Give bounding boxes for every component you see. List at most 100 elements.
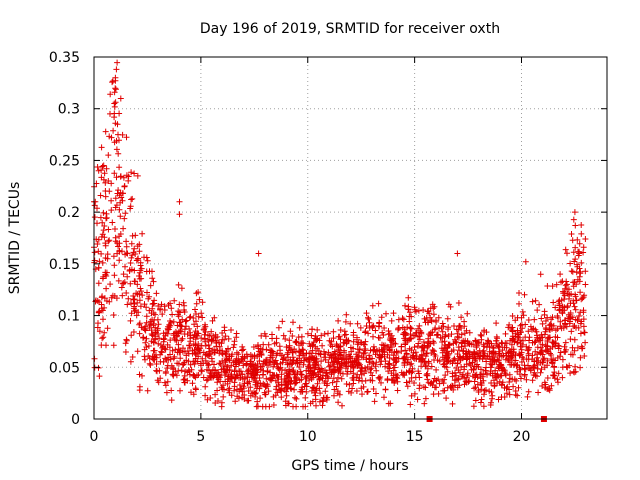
data-point (123, 238, 130, 245)
data-point (243, 361, 250, 368)
data-point (337, 349, 344, 356)
data-point (442, 372, 449, 379)
data-point (424, 372, 431, 379)
data-point (568, 268, 575, 275)
data-point (433, 384, 440, 391)
data-point (502, 330, 509, 337)
y-tick-label: 0.3 (58, 102, 80, 118)
data-point (343, 311, 350, 318)
data-point (164, 365, 171, 372)
data-point (394, 372, 401, 379)
data-point (263, 375, 270, 382)
data-point (523, 376, 530, 383)
data-point (519, 325, 526, 332)
data-point (433, 332, 440, 339)
grid-lines (94, 57, 607, 419)
data-point (177, 355, 184, 362)
data-point (376, 319, 383, 326)
data-point (457, 369, 463, 376)
data-point (287, 378, 294, 385)
data-point (103, 165, 110, 172)
data-point (538, 315, 545, 322)
data-point (188, 389, 194, 396)
data-point (115, 243, 122, 250)
data-point (100, 209, 107, 216)
data-point (482, 367, 489, 374)
data-point (504, 383, 511, 390)
data-point (566, 362, 573, 369)
data-point (347, 344, 354, 351)
data-point (484, 371, 490, 378)
data-point (136, 320, 143, 327)
data-point (354, 346, 361, 353)
data-point (123, 243, 130, 250)
data-point (390, 367, 397, 374)
data-point (497, 361, 504, 368)
data-point (138, 265, 145, 272)
data-point (283, 392, 290, 399)
data-point (95, 280, 102, 287)
data-point (467, 362, 474, 369)
data-point (478, 382, 485, 389)
data-point (471, 378, 478, 385)
data-point (115, 277, 122, 284)
data-point (124, 301, 131, 308)
data-point (116, 247, 123, 254)
data-point (150, 278, 157, 285)
data-point (551, 375, 558, 382)
data-point (171, 335, 178, 342)
data-point (305, 356, 312, 363)
data-point (286, 337, 293, 344)
data-point (506, 359, 513, 366)
data-point (309, 354, 316, 361)
data-point (335, 346, 342, 353)
data-point (103, 273, 110, 279)
data-point (120, 271, 127, 278)
data-point (95, 236, 102, 243)
data-point (541, 311, 548, 318)
data-point (314, 326, 321, 333)
data-point (455, 326, 462, 333)
data-point (510, 383, 517, 390)
data-point (181, 372, 188, 379)
data-point (94, 205, 100, 212)
data-point (143, 319, 150, 326)
axis-ticks (93, 56, 607, 420)
data-point (331, 392, 337, 399)
data-point (306, 350, 313, 357)
data-point (108, 294, 115, 301)
data-point (382, 342, 389, 349)
data-point (562, 285, 569, 292)
data-point (113, 66, 120, 73)
data-point (506, 379, 513, 385)
data-point (495, 357, 502, 364)
data-point (550, 322, 557, 329)
data-point (339, 361, 345, 368)
data-point (292, 339, 299, 345)
data-point (273, 339, 280, 346)
data-point (407, 324, 414, 331)
data-point (445, 357, 452, 364)
data-point (116, 164, 123, 171)
data-point (539, 351, 546, 358)
data-point (572, 256, 579, 263)
data-point (167, 351, 173, 358)
data-point (477, 331, 484, 338)
data-point (326, 363, 333, 370)
data-point (109, 79, 116, 86)
data-point (294, 369, 301, 376)
data-point (408, 369, 415, 376)
data-point (572, 306, 579, 313)
data-point (301, 357, 308, 364)
data-point (169, 311, 176, 318)
data-point (408, 325, 415, 332)
data-point (408, 374, 415, 381)
data-point (296, 324, 303, 331)
data-point (544, 375, 551, 381)
data-point (561, 292, 568, 299)
data-point (378, 379, 384, 386)
data-point (318, 332, 325, 339)
data-point (285, 360, 291, 367)
data-point (506, 391, 513, 398)
data-point (116, 257, 123, 264)
